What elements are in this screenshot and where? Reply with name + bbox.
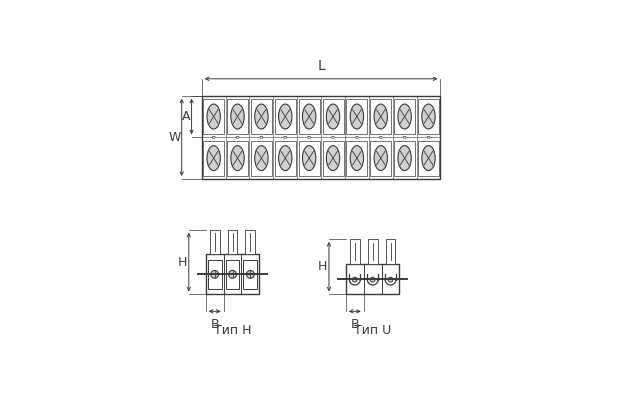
Ellipse shape [284,136,287,138]
Bar [210,230,219,254]
Bar [251,141,272,176]
Ellipse shape [422,146,435,170]
Ellipse shape [260,136,263,138]
Bar [418,141,439,176]
Bar [275,141,296,176]
Bar [370,99,391,134]
Bar [228,230,238,254]
Ellipse shape [326,146,340,170]
Ellipse shape [207,146,221,170]
Ellipse shape [326,104,340,129]
Ellipse shape [231,104,244,129]
Ellipse shape [350,146,364,170]
Ellipse shape [403,136,406,138]
Ellipse shape [350,104,364,129]
Ellipse shape [374,104,388,129]
Bar [275,99,296,134]
Bar [394,141,415,176]
Circle shape [352,277,357,282]
Bar [368,239,378,264]
Text: Тип U: Тип U [354,324,391,337]
Text: H: H [318,260,327,273]
Bar [251,99,272,134]
Ellipse shape [236,136,239,138]
Ellipse shape [302,104,316,129]
Ellipse shape [255,104,268,129]
Bar [418,99,439,134]
Bar [370,141,391,176]
Ellipse shape [231,146,244,170]
Bar [299,141,319,176]
Bar [203,141,224,176]
Ellipse shape [374,146,388,170]
Text: A: A [182,110,190,123]
Ellipse shape [279,146,292,170]
Bar [299,99,319,134]
Text: B: B [211,318,219,331]
Circle shape [229,270,236,278]
Bar [226,260,239,289]
Ellipse shape [302,146,316,170]
Circle shape [370,277,375,282]
Ellipse shape [379,136,382,138]
Bar [206,254,259,294]
Bar [227,99,248,134]
Bar [350,239,360,264]
Bar [322,141,344,176]
Ellipse shape [255,146,268,170]
Text: W: W [169,131,181,144]
Bar [227,141,248,176]
Text: Тип Н: Тип Н [214,324,251,337]
Circle shape [246,270,254,278]
Ellipse shape [398,146,411,170]
Ellipse shape [427,136,430,138]
Circle shape [211,270,219,278]
Text: B: B [351,318,359,331]
Bar [208,260,222,289]
Ellipse shape [207,104,221,129]
Ellipse shape [356,136,358,138]
Bar [346,264,399,294]
Ellipse shape [308,136,311,138]
Text: H: H [177,256,187,268]
Ellipse shape [398,104,411,129]
Bar [346,141,368,176]
Ellipse shape [331,136,334,138]
Ellipse shape [279,104,292,129]
Ellipse shape [212,136,215,138]
Bar [322,99,344,134]
Bar [246,230,255,254]
Bar [203,99,224,134]
Bar [394,99,415,134]
Bar [346,99,368,134]
Bar [386,239,396,264]
Bar [202,96,441,179]
Bar [243,260,258,289]
Circle shape [388,277,393,282]
Text: L: L [318,59,325,73]
Ellipse shape [422,104,435,129]
